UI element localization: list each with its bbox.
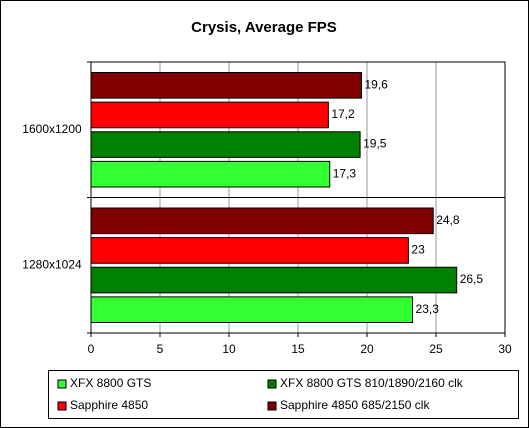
legend-box: [48, 370, 519, 419]
x-tick-label: 25: [429, 342, 443, 356]
x-tick-label: 0: [88, 342, 95, 356]
x-tick-label: 15: [291, 342, 305, 356]
legend-label: Sapphire 4850 685/2150 clk: [280, 398, 430, 412]
value-label: 17,2: [331, 107, 355, 121]
chart-title: Crysis, Average FPS: [191, 19, 337, 36]
value-label: 19,6: [364, 77, 388, 91]
y-tick-label: 1280x1024: [22, 257, 82, 271]
value-label: 23: [411, 243, 425, 257]
legend-label: XFX 8800 GTS: [70, 376, 151, 390]
bar: [90, 160, 331, 188]
y-tick-label: 1600x1200: [22, 122, 82, 136]
legend-swatch: [57, 379, 67, 389]
legend-swatch: [267, 401, 277, 411]
bar: [90, 266, 458, 294]
bar: [90, 101, 329, 129]
x-tick-label: 20: [360, 342, 374, 356]
value-label: 19,5: [363, 137, 387, 151]
legend-label: XFX 8800 GTS 810/1890/2160 clk: [280, 376, 464, 390]
legend-swatch: [57, 401, 67, 411]
bar: [90, 237, 409, 264]
legend-label: Sapphire 4850: [70, 398, 148, 412]
value-label: 26,5: [460, 272, 484, 286]
x-tick-label: 30: [498, 342, 512, 356]
value-label: 24,8: [436, 213, 460, 227]
x-tick-label: 10: [222, 342, 236, 356]
bar: [90, 72, 362, 99]
bar: [90, 207, 434, 235]
value-label: 17,3: [333, 166, 357, 180]
bar: [90, 296, 414, 323]
value-label: 23,3: [416, 302, 440, 316]
legend-swatch: [267, 379, 277, 389]
x-tick-label: 5: [157, 342, 164, 356]
bar: [90, 131, 361, 158]
